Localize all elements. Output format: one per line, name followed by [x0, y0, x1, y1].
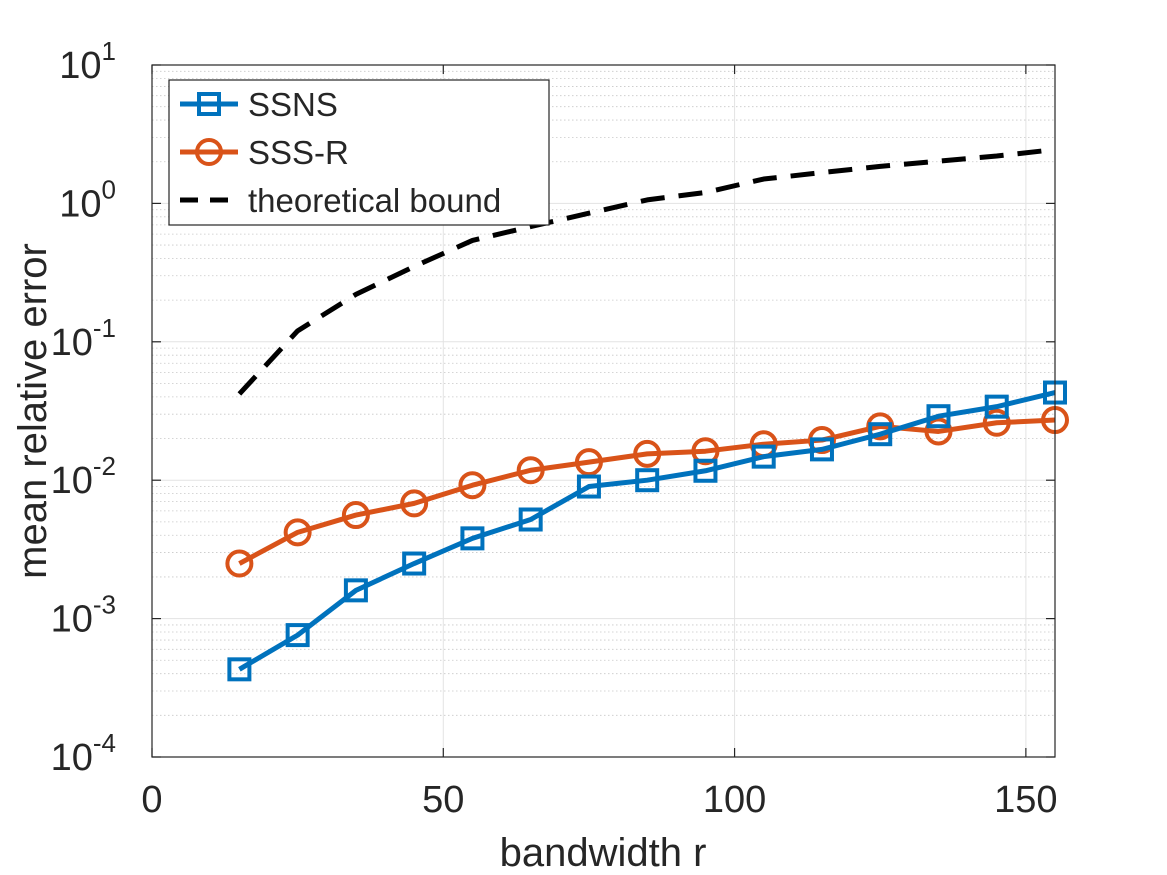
y-tick-label: 10-1	[51, 313, 116, 364]
data-point-ssns	[926, 404, 951, 429]
legend: SSNS SSS-R theoretical bound	[168, 79, 550, 226]
data-point-ssns	[984, 394, 1009, 419]
data-point-sss-r	[341, 501, 370, 530]
data-point-sss-r	[283, 518, 312, 547]
axes	[151, 64, 1056, 758]
y-tick-base: 10	[51, 737, 93, 779]
series-ssns	[227, 380, 1067, 682]
x-tick-label: 150	[994, 779, 1057, 821]
data-point-sss-r	[982, 408, 1011, 437]
y-tick-exponent: 1	[102, 36, 116, 66]
data-point-sss-r	[574, 448, 603, 477]
series-layer	[225, 147, 1069, 682]
data-point-sss-r	[691, 437, 720, 466]
data-point-ssns	[402, 551, 427, 576]
y-tick-exponent: 0	[102, 174, 116, 204]
data-point-ssns	[868, 422, 893, 447]
series-line-sss-r	[238, 417, 1056, 566]
series-line-theoretical-bound	[237, 147, 1056, 396]
x-tick-label: 50	[422, 779, 464, 821]
data-point-ssns	[809, 437, 834, 462]
data-point-ssns	[518, 507, 543, 532]
axes-box	[151, 64, 1056, 758]
data-point-ssns	[285, 623, 310, 648]
y-tick-base: 10	[51, 599, 93, 641]
y-tick-base: 10	[51, 460, 93, 502]
data-point-ssns	[635, 468, 660, 493]
legend-label-theoretical-bound: theoretical bound	[248, 182, 501, 219]
y-tick-label: 10-4	[51, 728, 116, 779]
y-tick-label: 10-2	[51, 451, 116, 502]
x-tick-label: 0	[141, 779, 162, 821]
y-tick-exponent: -1	[93, 313, 116, 343]
y-tick-label: 100	[59, 174, 116, 225]
y-axis-label: mean relative error	[11, 243, 55, 579]
data-point-ssns	[460, 526, 485, 551]
legend-marker-sss-r	[195, 138, 223, 166]
legend-label-sss-r: SSS-R	[248, 134, 349, 171]
data-point-sss-r	[924, 417, 953, 446]
legend-marker-ssns	[197, 92, 221, 116]
data-point-ssns	[693, 458, 718, 483]
x-axis-label: bandwidth r	[500, 831, 707, 875]
legend-entry-theoretical-bound: theoretical bound	[180, 182, 501, 219]
data-point-sss-r	[458, 471, 487, 500]
data-point-ssns	[576, 474, 601, 499]
series-line-ssns	[238, 390, 1056, 672]
data-point-ssns	[227, 657, 252, 682]
data-point-sss-r	[225, 549, 254, 578]
y-tick-label: 10-3	[51, 590, 116, 641]
y-tick-exponent: -2	[93, 451, 116, 481]
y-tick-base: 10	[59, 183, 101, 225]
data-point-ssns	[751, 444, 776, 469]
y-tick-base: 10	[59, 45, 101, 87]
data-point-sss-r	[633, 439, 662, 468]
legend-entry-ssns: SSNS	[180, 86, 338, 123]
data-point-sss-r	[516, 456, 545, 485]
series-sss-r	[225, 406, 1069, 578]
y-tick-base: 10	[51, 322, 93, 364]
data-point-sss-r	[400, 489, 429, 518]
y-tick-label: 101	[59, 36, 116, 87]
x-axis-ticks: 0 50 100 150	[141, 65, 1058, 821]
data-point-ssns	[343, 578, 368, 603]
x-tick-label: 100	[703, 779, 766, 821]
legend-entry-sss-r: SSS-R	[180, 134, 349, 171]
series-theoretical-bound	[237, 147, 1056, 396]
y-tick-exponent: -3	[93, 590, 116, 620]
legend-label-ssns: SSNS	[248, 86, 338, 123]
y-tick-exponent: -4	[93, 728, 116, 758]
